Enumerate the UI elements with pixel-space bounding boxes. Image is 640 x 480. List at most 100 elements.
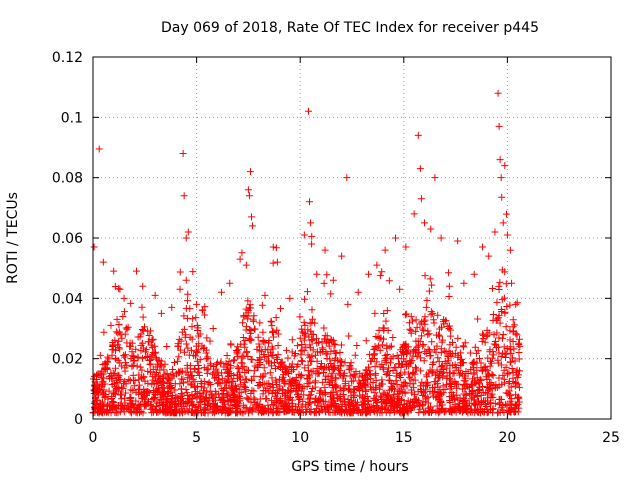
data-point [386,359,394,367]
data-point [468,382,476,390]
data-point [308,388,316,396]
data-point [223,351,231,359]
data-point [300,329,308,337]
data-point [331,365,339,373]
data-point [379,324,387,332]
data-point [440,347,448,355]
data-point [454,380,462,388]
data-point [109,405,117,413]
data-point [126,394,134,402]
data-point [138,366,146,374]
data-point [394,354,402,362]
data-point [411,376,419,384]
data-point [96,386,104,394]
data-point [493,329,501,337]
data-point [373,261,381,269]
data-point [110,267,118,275]
data-point [308,232,316,240]
data-point [488,385,496,393]
data-point [264,352,272,360]
data-point [188,391,196,399]
data-point [160,384,168,392]
data-point [265,359,273,367]
data-point [209,395,217,403]
data-point [416,165,424,173]
data-point [318,338,326,346]
data-point [93,381,101,389]
data-point [399,389,407,397]
data-point [367,357,375,365]
data-point [291,352,299,360]
data-point [134,354,142,362]
data-point [499,330,507,338]
data-point [213,359,221,367]
data-point [212,407,220,415]
data-point [148,336,156,344]
data-point [326,393,334,401]
data-point [170,372,178,380]
data-point [242,305,250,313]
data-point [350,370,358,378]
data-point [366,404,374,412]
data-point [515,355,523,363]
data-point [437,234,445,242]
data-point [402,379,410,387]
data-point [318,344,326,352]
data-point [284,354,292,362]
data-point [250,317,258,325]
data-point [439,406,447,414]
data-point [447,376,455,384]
data-point [445,282,453,290]
data-point [191,392,199,400]
data-point [105,387,113,395]
data-point [508,395,516,403]
data-point [484,354,492,362]
data-point [206,337,214,345]
data-point [506,246,514,254]
data-point [464,409,472,417]
data-points [89,89,524,417]
data-point [193,322,201,330]
data-point [134,333,142,341]
data-point [108,381,116,389]
data-point [482,365,490,373]
data-point [402,362,410,370]
data-point [416,382,424,390]
data-point [486,400,494,408]
data-point [271,358,279,366]
data-point [205,379,213,387]
data-point [425,369,433,377]
data-point [478,382,486,390]
data-point [429,389,437,397]
data-point [214,369,222,377]
data-point [487,379,495,387]
data-point [172,393,180,401]
data-point [443,360,451,368]
data-point [383,342,391,350]
data-point [114,402,122,410]
data-point [133,267,141,275]
data-point [210,393,218,401]
data-point [160,366,168,374]
data-point [163,369,171,377]
data-point [247,390,255,398]
data-point [382,370,390,378]
data-point [393,380,401,388]
data-point [495,374,503,382]
data-point [502,323,510,331]
data-point [308,306,316,314]
data-point [294,383,302,391]
data-point [254,333,262,341]
data-point [437,349,445,357]
data-point [415,402,423,410]
data-point [505,379,513,387]
data-point [234,343,242,351]
data-point [200,384,208,392]
data-point [144,379,152,387]
data-point [395,371,403,379]
data-point [297,372,305,380]
data-point [461,374,469,382]
data-point [493,298,501,306]
data-point [326,355,334,363]
data-point [353,401,361,409]
